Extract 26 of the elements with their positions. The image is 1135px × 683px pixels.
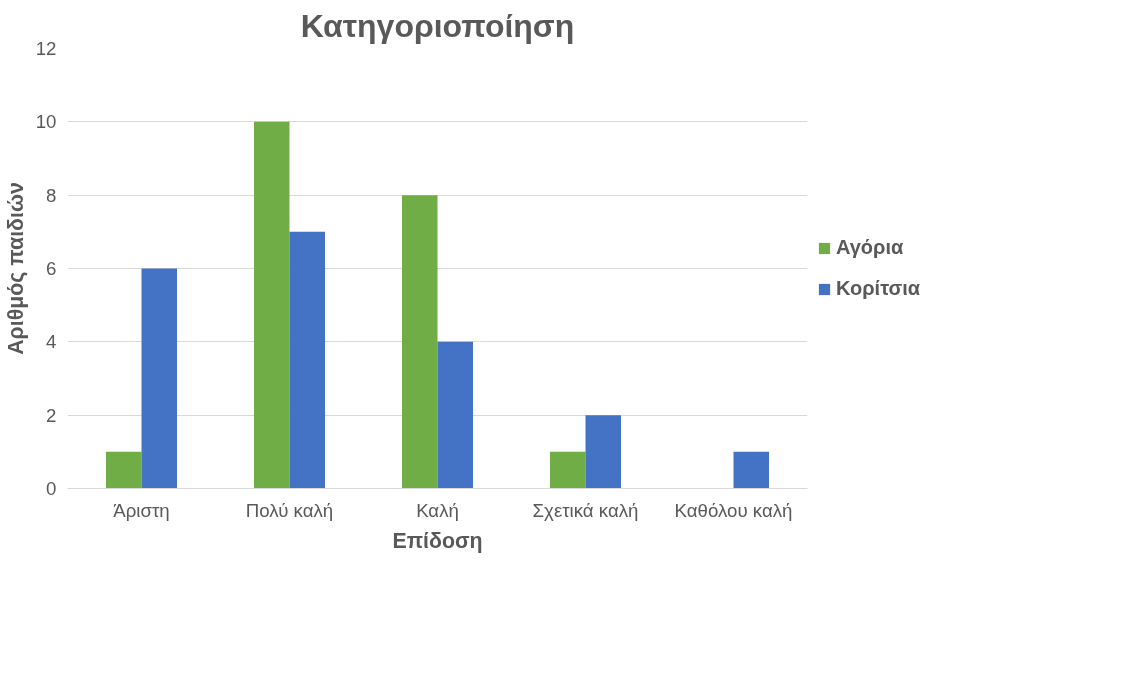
y-tick-label: 4	[46, 331, 57, 353]
x-tick-label: Σχετικά καλή	[532, 499, 639, 521]
x-axis-title: Επίδοση	[392, 528, 483, 553]
bar	[253, 121, 290, 489]
bar	[437, 341, 474, 489]
x-tick-label: Πολύ καλή	[245, 499, 334, 521]
bar	[585, 415, 622, 489]
y-axis-title: Αριθμός παιδιών	[3, 182, 28, 355]
legend-label: Κορίτσια	[836, 277, 921, 300]
chart-title: Κατηγοριοποίηση	[300, 7, 575, 44]
x-tick-label: Καθόλου καλή	[674, 499, 793, 521]
y-tick-label: 10	[35, 111, 57, 133]
bar	[733, 451, 770, 489]
bar	[401, 195, 438, 489]
bar	[289, 231, 326, 489]
y-tick-label: 12	[35, 38, 57, 59]
x-tick-label: Καλή	[416, 499, 459, 521]
bar	[105, 451, 142, 489]
y-tick-label: 2	[46, 404, 57, 426]
y-tick-label: 6	[46, 258, 57, 279]
bar	[141, 268, 178, 489]
y-tick-label: 0	[46, 478, 57, 499]
legend-label: Αγόρια	[836, 236, 904, 259]
bar	[549, 451, 586, 489]
y-tick-label: 8	[46, 184, 57, 206]
x-tick-label: Άριστη	[113, 499, 170, 521]
